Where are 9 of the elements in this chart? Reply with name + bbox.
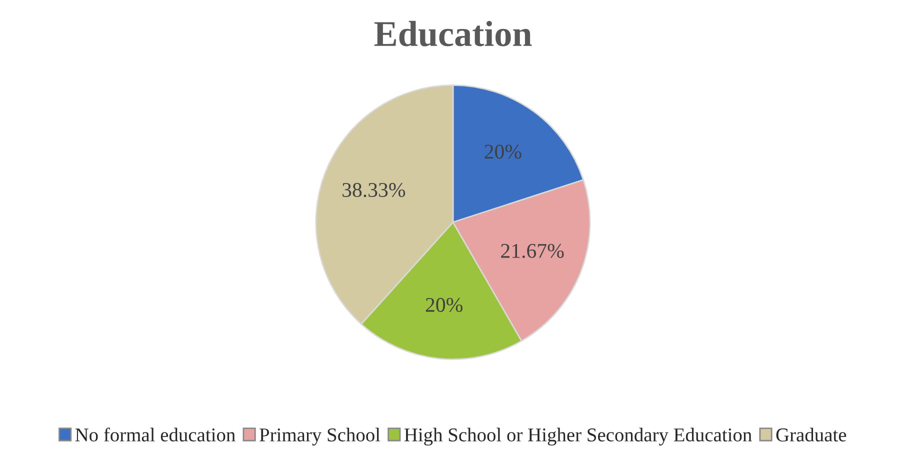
legend-label: No formal education [75, 428, 236, 442]
data-label: 38.33% [342, 182, 406, 198]
data-label: 20% [426, 298, 462, 312]
chart-title: Education [374, 20, 532, 46]
data-label: 20% [484, 144, 522, 159]
data-label: 21.67% [501, 244, 564, 258]
legend-label: High School or Higher Secondary Education [404, 428, 752, 446]
legend-label: Graduate [776, 428, 846, 442]
legend-label: Primary School [260, 428, 380, 446]
